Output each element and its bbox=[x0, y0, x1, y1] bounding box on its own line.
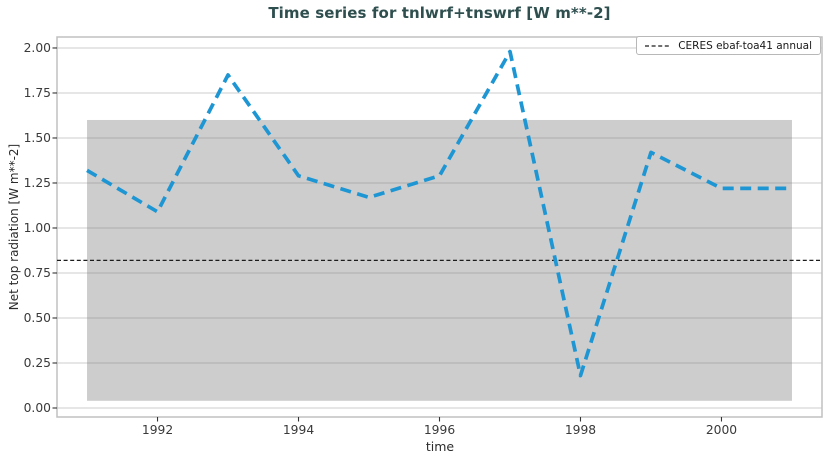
y-tick-label: 0.75 bbox=[23, 265, 51, 280]
x-tick-label: 2000 bbox=[705, 423, 738, 437]
y-axis-label: Net top radiation [W m**-2] bbox=[7, 143, 21, 311]
chart-title: Time series for tnlwrf+tnswrf [W m**-2] bbox=[268, 4, 611, 22]
data-line bbox=[86, 49, 792, 378]
x-axis-label: time bbox=[425, 439, 455, 454]
y-tick-label: 1.75 bbox=[23, 85, 51, 100]
y-tick-label: 0.00 bbox=[23, 400, 51, 415]
legend-label: CERES ebaf-toa41 annual bbox=[678, 39, 812, 52]
x-tick-label: 1994 bbox=[282, 423, 315, 437]
dashed-line-icon bbox=[645, 44, 671, 47]
y-tick-label: 1.25 bbox=[23, 175, 51, 190]
legend: CERES ebaf-toa41 annual bbox=[636, 36, 821, 55]
y-tick-label: 1.50 bbox=[23, 130, 51, 145]
x-tick-label: 1996 bbox=[423, 423, 456, 437]
y-tick-label: 0.50 bbox=[23, 310, 51, 325]
x-tick-label: 1992 bbox=[141, 423, 174, 437]
x-tick-label: 1998 bbox=[564, 423, 597, 437]
y-tick-label: 1.00 bbox=[23, 220, 51, 235]
y-tick-label: 0.25 bbox=[23, 355, 51, 370]
y-tick-label: 2.00 bbox=[23, 40, 51, 55]
